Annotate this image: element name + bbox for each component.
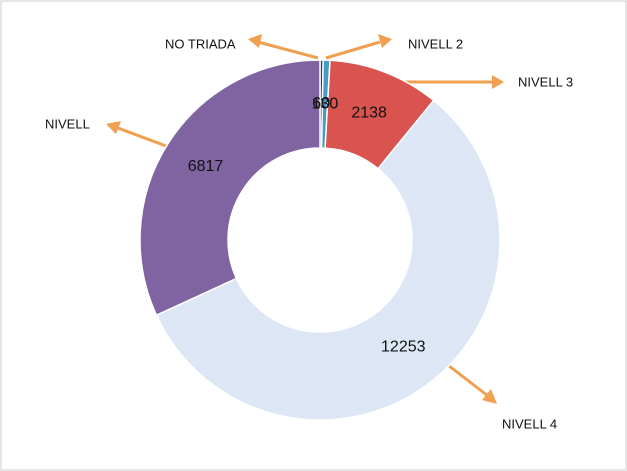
value-label: 60 [312,95,330,112]
category-label: NIVELL 4 [502,416,557,431]
arrow-head [378,34,392,48]
category-label: NO TRIADA [165,36,236,51]
value-label: 2138 [351,104,387,121]
arrow [257,40,319,60]
value-label: 12253 [381,339,426,356]
category-label: NIVELL 2 [408,36,463,51]
category-label: NIVELL [45,116,90,131]
arrow [443,360,489,398]
arrow-head [492,75,504,89]
arrow [325,40,381,60]
value-label: 130 [312,95,339,112]
value-label: 6817 [188,158,224,175]
arrow-head [482,389,497,404]
category-label: NIVELL 3 [518,74,573,89]
donut-slice [155,99,501,421]
arrow-head [106,121,121,134]
arrow-head [248,34,262,48]
donut-slice [139,59,321,317]
